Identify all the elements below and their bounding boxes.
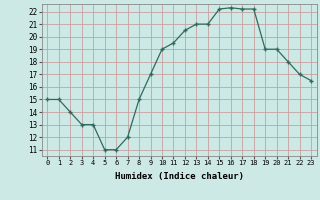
X-axis label: Humidex (Indice chaleur): Humidex (Indice chaleur) [115,172,244,181]
